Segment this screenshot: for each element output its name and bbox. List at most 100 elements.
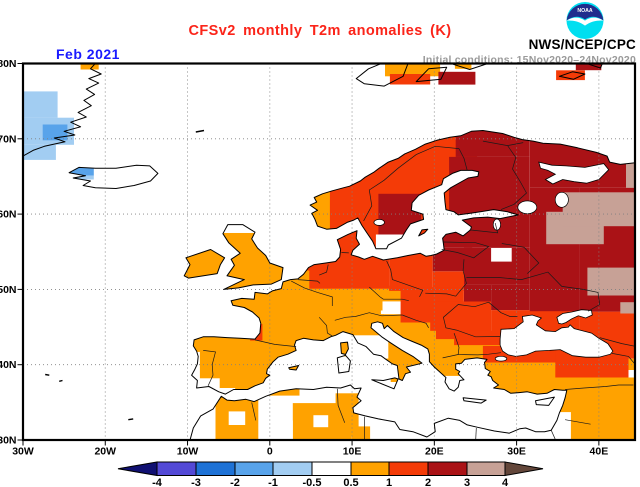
colorbar-segment [195,461,236,476]
border-line [336,388,346,423]
colorbar-right-tip [504,461,544,477]
anomaly-cell [306,187,330,230]
forecast-month-label: Feb 2021 [56,46,120,62]
border-line [334,312,403,321]
lon-label: 10E [343,446,362,458]
anomaly-cell [390,376,401,382]
anomaly-cell [389,252,433,291]
lon-label: 0 [267,446,273,458]
anomaly-cell [23,91,58,118]
anomaly-cell [271,420,293,440]
anomaly-cell [443,376,465,396]
anomaly-cell [562,192,635,227]
border-line [297,279,321,284]
black_sea [499,314,614,358]
coast-cyprus [535,396,555,406]
border-line [501,243,540,274]
lon-label: 30E [507,446,526,458]
lat-label: 60N [0,209,17,221]
colorbar-tick-label: 4 [502,477,509,487]
colorbar-segment [311,461,352,476]
border-line [488,301,518,317]
border-line [318,317,333,337]
anomaly-cell [491,284,530,311]
anomaly-cell [73,175,94,180]
coast-iceland [68,164,159,189]
anomaly-cell [309,249,390,289]
border-line [500,145,527,210]
border-line [441,241,490,259]
tiny-island [59,379,63,382]
border-line [453,332,502,356]
border-line [319,264,329,276]
coast-great_britain [222,224,284,290]
border-line [550,430,556,440]
border-line [402,314,429,328]
anomaly-cell [228,411,246,425]
border-line [442,354,459,359]
colorbar-segment [350,461,390,476]
page-title: CFSv2 monthly T2m anomalies (K) [188,23,452,39]
coast-svalbard_3 [452,63,490,70]
anomaly-cell [478,360,557,397]
border-line [254,339,297,347]
colorbar-segment [388,461,429,476]
colorbar-left-tip [117,461,158,477]
lon-label: 10W [177,446,199,458]
sea_of_azov [556,309,593,325]
coast-crete [462,397,487,404]
anomaly-cell [556,70,585,81]
colorbar-tick-label: -0.5 [303,477,322,487]
colorbar-tick-label: -1 [268,477,278,487]
border-line [363,145,460,222]
noaa-logo-icon: NOAA [566,2,604,39]
anomaly-cell [335,393,359,437]
coast-greenland [23,63,102,157]
country-borders [203,140,635,440]
tiny-island [45,373,50,376]
colorbar-tick-label: 3 [464,477,470,487]
border-line [369,286,409,302]
anomaly-cell [23,144,56,160]
anomaly-cell [385,63,441,77]
anomaly-cell [331,287,383,311]
coast-franz_josef_1 [558,71,586,80]
coast-mallorca [288,365,300,371]
anomaly-cell [389,74,431,85]
colorbar-tick-label: -3 [191,477,201,487]
anomaly-cell [575,63,602,71]
colorbar-tick-label: 1 [386,477,392,487]
colorbar-segment [234,461,274,476]
coast-svalbard_2 [415,66,448,83]
border-line [458,148,468,171]
border-line [443,301,501,338]
anomaly-cell [42,124,68,141]
anomaly-cell [628,358,635,370]
anomaly-cell [219,388,236,396]
anomaly-cell [454,63,472,69]
anomaly-cell [603,342,635,359]
coast-corsica [340,341,349,355]
anomaly-cell [353,335,389,359]
colorbar-tick-label: -2 [230,477,240,487]
anomaly-cell [491,248,512,262]
coastlines [23,63,635,440]
colorbar-tick-label: 2 [425,477,431,487]
tiny-island [128,418,134,421]
anomaly-cell [351,426,371,440]
sea-holes [373,161,614,362]
coast-gotland [418,228,429,237]
noaa-logo-text: NOAA [577,8,593,14]
coast-eurasia_africa [189,130,635,440]
coast-ireland [183,249,226,279]
anomaly-cell [325,314,385,337]
colorbar-segment [427,461,468,476]
anomaly-cell [432,271,464,291]
lat-label: 40N [0,359,17,371]
lat-label: 30N [0,435,17,447]
coast-svalbard_1 [355,63,409,87]
colorbar-segment [466,461,506,476]
border-line [392,279,424,298]
colorbar-segment [156,461,197,476]
